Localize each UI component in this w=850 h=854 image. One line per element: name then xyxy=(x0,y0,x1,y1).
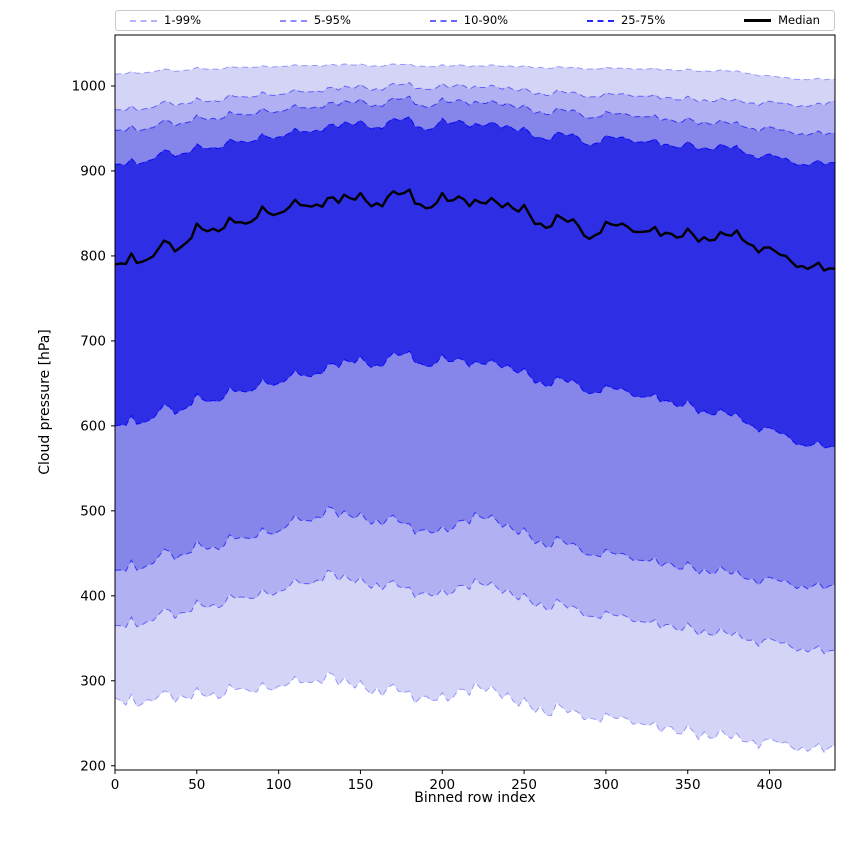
percentile-line-p5 xyxy=(115,569,835,655)
legend-line-sample xyxy=(744,19,772,22)
legend-label: 1-99% xyxy=(164,12,202,27)
percentile-line-p75 xyxy=(115,115,835,167)
legend-line-sample xyxy=(130,19,157,22)
percentile-bands xyxy=(115,63,835,753)
y-tick-label: 800 xyxy=(80,249,106,265)
legend-label: 10-90% xyxy=(463,12,509,27)
y-tick-label: 400 xyxy=(80,589,106,605)
x-tick-label: 100 xyxy=(266,777,292,793)
x-tick-label: 250 xyxy=(511,777,537,793)
percentile-line-p10 xyxy=(115,505,835,591)
y-tick-label: 200 xyxy=(80,758,106,774)
y-axis-label: Cloud pressure [hPa] xyxy=(37,329,53,475)
x-tick-label: 50 xyxy=(188,777,205,793)
legend-line-sample xyxy=(279,19,307,22)
legend-item-5-95%: 5-95% xyxy=(279,12,351,27)
y-tick-label: 300 xyxy=(80,673,106,689)
percentile-line-p99 xyxy=(115,63,835,81)
x-tick-label: 400 xyxy=(757,777,783,793)
legend-label: 25-75% xyxy=(620,12,666,27)
legend-line-sample xyxy=(429,19,457,22)
legend-item-10-90%: 10-90% xyxy=(429,12,509,27)
legend-item-1-99%: 1-99% xyxy=(130,12,202,27)
x-tick-label: 0 xyxy=(111,777,120,793)
y-tick-label: 600 xyxy=(80,419,106,435)
median-line xyxy=(115,188,835,272)
plot-frame xyxy=(114,34,836,771)
x-tick-label: 200 xyxy=(429,777,455,793)
percentile-lines xyxy=(115,63,835,754)
legend-item-25-75%: 25-75% xyxy=(586,12,666,27)
y-tick-label: 700 xyxy=(80,334,106,350)
x-axis-label: Binned row index xyxy=(414,790,536,806)
y-tick-label: 900 xyxy=(80,164,106,180)
legend: 1-99% 5-95% 10-90% 25-75% Median xyxy=(115,10,835,31)
legend-line-sample xyxy=(586,19,614,22)
legend-item-Median: Median xyxy=(744,12,820,27)
percentile-line-p95 xyxy=(115,82,835,111)
x-tick-label: 150 xyxy=(348,777,374,793)
legend-label: Median xyxy=(778,12,820,27)
percentile-line-p90 xyxy=(115,95,835,136)
y-tick-label: 1000 xyxy=(72,79,106,95)
y-tick-label: 500 xyxy=(80,504,106,520)
axis-ticks: 0 50 100 150 200 250 300 350 400 200 300 400 500 600 7… xyxy=(72,79,783,793)
legend-label: 5-95% xyxy=(313,12,351,27)
x-tick-label: 350 xyxy=(675,777,701,793)
percentile-line-p25 xyxy=(115,350,835,449)
x-tick-label: 300 xyxy=(593,777,619,793)
